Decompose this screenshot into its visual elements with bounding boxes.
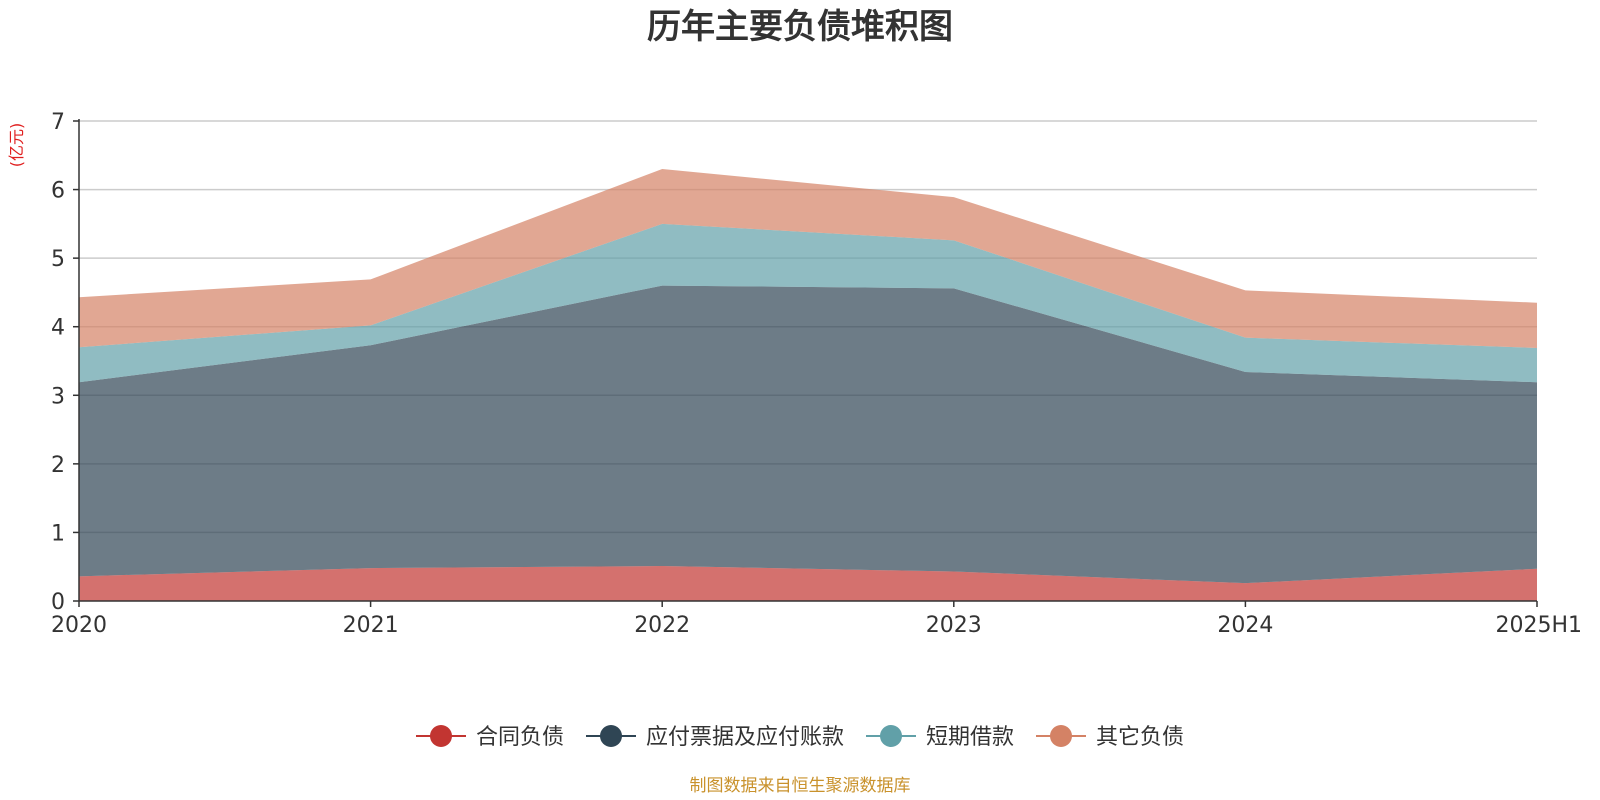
legend-marker-2 [599,725,622,747]
y-tick-label-1: 1 [51,521,65,546]
legend-marker-1 [429,725,452,747]
axes: 0 1 2 3 4 5 6 7 2020 2021 2022 2023 2024 2025H1 [51,110,1582,638]
legend-label-3: 短期借款 [926,725,1014,750]
legend-label-1: 合同负债 [476,725,564,750]
legend-item-1: 合同负债 [415,725,564,750]
legend-label-2: 应付票据及应付账款 [646,725,844,750]
source-note: 制图数据来自恒生聚源数据库 [690,776,911,796]
area-series-4 [79,169,1537,348]
area-series-2 [79,285,1537,584]
y-tick-label-3: 3 [51,384,65,409]
y-tick-label-7: 7 [51,110,65,135]
area-series-3 [79,223,1537,383]
x-tick-label-2023: 2023 [926,613,982,638]
area-series-1 [79,566,1537,601]
legend-label-4: 其它负债 [1096,725,1184,750]
y-tick-label-0: 0 [51,590,65,615]
legend: 合同负债 应付票据及应付账款 短期借款 其它负债 [415,725,1184,750]
y-axis-unit-label: (亿元) [7,123,26,168]
x-tick-label-2025H1: 2025H1 [1495,613,1582,638]
y-tick-label-5: 5 [51,247,65,272]
y-tick-label-6: 6 [51,179,65,204]
legend-marker-4 [1050,725,1073,747]
chart-title: 历年主要负债堆积图 [647,7,953,47]
legend-item-4: 其它负债 [1036,725,1184,750]
legend-marker-3 [880,725,903,747]
area-series-group [79,169,1537,601]
legend-item-3: 短期借款 [866,725,1014,750]
y-tick-label-4: 4 [51,316,65,341]
x-tick-label-2022: 2022 [634,613,690,638]
x-tick-label-2020: 2020 [51,613,107,638]
x-tick-label-2024: 2024 [1217,613,1273,638]
y-tick-label-2: 2 [51,453,65,478]
x-tick-label-2021: 2021 [343,613,399,638]
legend-item-2: 应付票据及应付账款 [585,725,844,750]
